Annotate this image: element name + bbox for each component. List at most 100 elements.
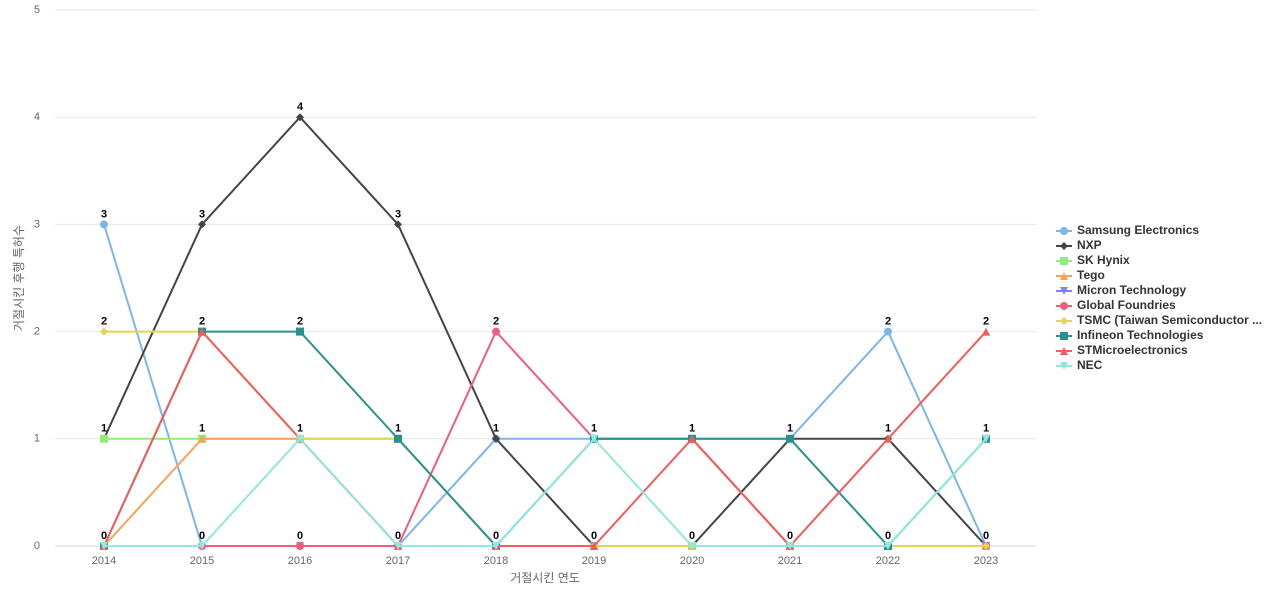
point — [394, 434, 402, 443]
data-label: 0 — [885, 530, 891, 542]
y-tick-label: 1 — [34, 433, 40, 445]
legend-label: STMicroelectronics — [1077, 343, 1188, 357]
data-label: 1 — [885, 423, 891, 435]
point — [786, 542, 794, 550]
y-tick-label: 5 — [34, 4, 40, 16]
y-axis-title: 거절시킨 후행 특허수 — [11, 225, 26, 331]
point — [688, 542, 696, 550]
point — [590, 434, 598, 443]
y-tick-label: 0 — [34, 540, 40, 552]
data-label: 2 — [199, 316, 205, 328]
point — [296, 327, 304, 336]
data-label: 2 — [493, 316, 499, 328]
data-label: 0 — [395, 530, 401, 542]
legend-symbol — [1060, 302, 1068, 310]
point — [100, 542, 108, 550]
data-label: 1 — [591, 423, 597, 435]
data-label: 2 — [297, 316, 303, 328]
data-label: 0 — [689, 530, 695, 542]
y-tick-label: 4 — [34, 111, 40, 123]
data-label: 2 — [885, 316, 891, 328]
point — [884, 434, 892, 443]
point — [492, 327, 500, 336]
data-label: 1 — [297, 423, 303, 435]
data-label: 2 — [101, 316, 107, 328]
legend-label: NEC — [1077, 358, 1103, 372]
data-label: 1 — [689, 423, 695, 435]
data-label: 0 — [493, 530, 499, 542]
y-tick-label: 2 — [34, 326, 40, 338]
point — [296, 113, 304, 122]
legend-label: Samsung Electronics — [1077, 223, 1199, 237]
point — [590, 542, 598, 550]
data-label: 2 — [983, 316, 989, 328]
point — [884, 542, 892, 550]
legend-symbol — [1060, 362, 1068, 370]
x-axis-title: 거절시킨 연도 — [510, 571, 580, 585]
point — [492, 434, 500, 443]
data-label: 1 — [493, 423, 499, 435]
point — [198, 542, 206, 550]
data-label: 1 — [983, 423, 989, 435]
point — [198, 220, 206, 229]
series-line — [103, 329, 987, 548]
legend-symbol — [1060, 227, 1068, 235]
data-label: 0 — [199, 530, 205, 542]
point — [296, 434, 304, 443]
data-label: 0 — [591, 530, 597, 542]
point — [688, 434, 696, 443]
data-label: 1 — [199, 423, 205, 435]
point — [100, 434, 108, 443]
data-label: 3 — [101, 208, 107, 220]
data-label: 0 — [787, 530, 793, 542]
x-tick-label: 2014 — [92, 555, 116, 567]
point — [394, 542, 402, 550]
x-tick-label: 2022 — [876, 555, 900, 567]
legend-label: Tego — [1077, 268, 1105, 282]
legend-label: TSMC (Taiwan Semiconductor ... — [1077, 313, 1262, 327]
x-tick-label: 2016 — [288, 555, 312, 567]
legend-symbol — [1060, 257, 1068, 265]
legend-symbol — [1060, 272, 1068, 280]
point — [982, 542, 990, 550]
data-label: 1 — [101, 423, 107, 435]
point — [492, 542, 500, 550]
point — [884, 327, 892, 336]
data-label: 3 — [199, 208, 205, 220]
data-label: 4 — [297, 101, 304, 113]
x-tick-label: 2020 — [680, 555, 704, 567]
data-label: 1 — [787, 423, 793, 435]
point — [296, 542, 304, 550]
series-line — [104, 437, 987, 547]
point — [394, 220, 402, 229]
legend-label: Infineon Technologies — [1077, 328, 1204, 342]
legend-label: Micron Technology — [1077, 283, 1186, 297]
point — [100, 327, 108, 336]
legend-label: Global Foundries — [1077, 298, 1176, 312]
point — [786, 434, 794, 443]
x-tick-label: 2019 — [582, 555, 606, 567]
data-label: 0 — [101, 530, 107, 542]
data-label: 0 — [983, 530, 989, 542]
y-tick-label: 3 — [34, 218, 40, 230]
point — [982, 327, 990, 336]
data-label: 0 — [297, 530, 303, 542]
legend-symbol — [1060, 287, 1068, 295]
x-tick-label: 2023 — [974, 555, 998, 567]
legend-symbol — [1060, 347, 1068, 355]
legend-symbol — [1060, 317, 1068, 325]
x-tick-label: 2021 — [778, 555, 802, 567]
point — [982, 434, 990, 443]
legend-label: NXP — [1077, 238, 1102, 252]
point — [198, 434, 206, 443]
data-label: 3 — [395, 208, 401, 220]
legend-label: SK Hynix — [1077, 253, 1130, 267]
x-tick-label: 2018 — [484, 555, 508, 567]
x-tick-label: 2015 — [190, 555, 214, 567]
legend-symbol — [1060, 242, 1068, 250]
point — [198, 327, 206, 336]
data-label: 1 — [395, 423, 401, 435]
point — [100, 220, 108, 229]
legend-symbol — [1060, 332, 1068, 340]
